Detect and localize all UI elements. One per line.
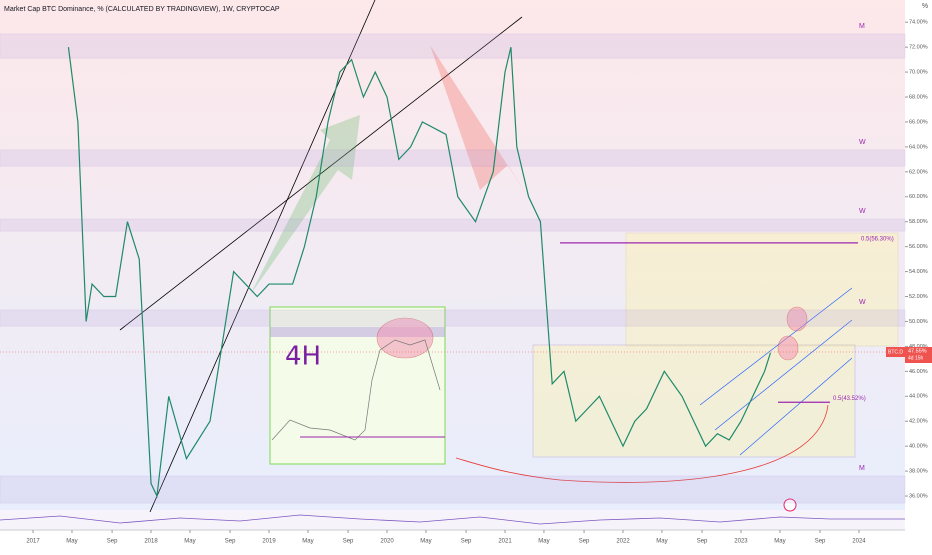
inset-circle xyxy=(376,317,434,359)
zone-label: W xyxy=(859,299,866,306)
plot-bg xyxy=(0,0,905,510)
y-tick-label: 46.00% xyxy=(909,369,928,375)
inset-zone xyxy=(270,327,445,337)
x-tick-label: May xyxy=(656,539,667,545)
curve-arrow xyxy=(455,404,829,483)
y-tick-label: 36.00% xyxy=(909,493,928,499)
x-tick-label: May xyxy=(774,539,785,545)
x-tick-label: Sep xyxy=(697,539,708,545)
zone xyxy=(0,309,906,327)
x-tick-label: May xyxy=(184,539,195,545)
x-tick-label: Sep xyxy=(225,539,236,545)
y-tick-label: 60.00% xyxy=(909,194,928,200)
up-channel xyxy=(699,287,853,456)
inset-label: 4H xyxy=(285,342,321,372)
y-tick-label: 62.00% xyxy=(909,169,928,175)
x-tick-label: 2017 xyxy=(26,539,40,545)
zone-label: W xyxy=(859,139,866,146)
zone-label: M xyxy=(859,23,865,30)
y-tick-label: 40.00% xyxy=(909,444,928,450)
target-circle xyxy=(777,335,799,361)
y-tick-label: 52.00% xyxy=(909,294,928,300)
x-tick-label: May xyxy=(302,539,313,545)
x-tick-label: May xyxy=(420,539,431,545)
y-tick-label: 72.00% xyxy=(909,45,928,51)
zone-label: W xyxy=(859,208,866,215)
price-box xyxy=(905,347,932,364)
x-tick-label: Sep xyxy=(107,539,118,545)
inset-price xyxy=(271,339,441,441)
axis-bg xyxy=(905,0,932,550)
target-circle xyxy=(786,306,808,332)
zone xyxy=(0,33,906,59)
channel-line xyxy=(119,16,523,331)
x-tick-label: 2024 xyxy=(852,539,866,545)
x-tick-label: Sep xyxy=(815,539,826,545)
range-box xyxy=(532,344,856,458)
x-tick-label: 2021 xyxy=(498,539,512,545)
event-icon xyxy=(783,498,797,512)
x-tick-label: 2023 xyxy=(734,539,748,545)
y-tick-label: 44.00% xyxy=(909,394,928,400)
x-tick-label: 2018 xyxy=(144,539,158,545)
y-tick-label: 38.00% xyxy=(909,469,928,475)
symbol-label: BTC.D xyxy=(888,349,903,355)
last-label: 47.55% xyxy=(908,348,927,354)
arrow-drawing xyxy=(430,45,530,200)
x-tick-label: Sep xyxy=(579,539,590,545)
y-tick-label: 70.00% xyxy=(909,70,928,76)
y-tick-label: 66.00% xyxy=(909,119,928,125)
y-tick-label: 68.00% xyxy=(909,94,928,100)
y-tick-label: 42.00% xyxy=(909,419,928,425)
x-tick-label: Sep xyxy=(343,539,354,545)
zone xyxy=(0,475,906,504)
countdown: 4d 15h xyxy=(908,355,924,361)
x-tick-label: 2019 xyxy=(262,539,276,545)
rsi-line xyxy=(0,514,905,525)
x-tick-label: 2020 xyxy=(380,539,394,545)
zone xyxy=(0,149,906,167)
channel-line xyxy=(149,0,376,513)
y-tick-label: 48.00% xyxy=(909,344,928,350)
y-unit: % xyxy=(922,3,928,10)
x-tick-label: Sep xyxy=(461,539,472,545)
x-tick-label: May xyxy=(538,539,549,545)
arrow-drawing xyxy=(250,115,360,295)
y-tick-label: 58.00% xyxy=(909,219,928,225)
chart-title: Market Cap BTC Dominance, % (CALCULATED … xyxy=(4,6,280,13)
y-tick-label: 64.00% xyxy=(909,144,928,150)
zone-label: M xyxy=(859,465,865,472)
x-tick-label: May xyxy=(66,539,77,545)
price-line xyxy=(67,46,772,499)
y-tick-label: 74.00% xyxy=(909,20,928,26)
fib-label: 0.5(56.30%) xyxy=(861,236,894,242)
y-tick-label: 56.00% xyxy=(909,244,928,250)
y-tick-label: 50.00% xyxy=(909,319,928,325)
symbol-box xyxy=(886,347,905,358)
fib-label: 0.5(43.52%) xyxy=(833,396,866,402)
zone xyxy=(0,218,906,232)
target-box xyxy=(625,232,899,347)
rsi-pane xyxy=(0,510,905,530)
x-tick-label: 2022 xyxy=(616,539,630,545)
y-tick-label: 54.00% xyxy=(909,269,928,275)
